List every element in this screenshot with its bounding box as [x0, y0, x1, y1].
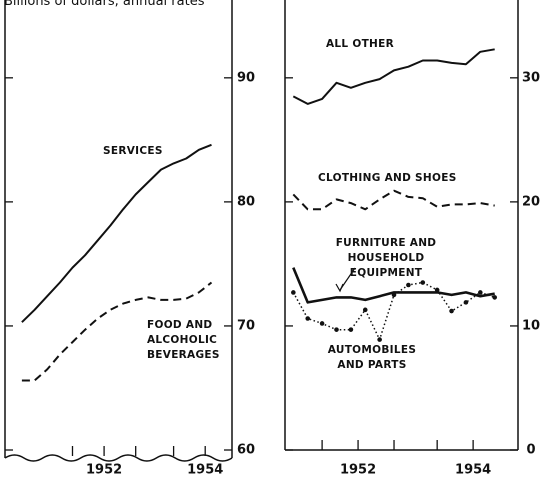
series-line — [292, 189, 495, 211]
y-tick-label: 60 — [237, 443, 255, 458]
arrow-head — [335, 283, 344, 293]
series-marker — [434, 287, 440, 293]
y-tick-label: 80 — [237, 194, 255, 209]
series-marker — [362, 307, 368, 313]
chart-title: Billions of dollars, annual rates — [4, 0, 205, 9]
series-label: SERVICES — [103, 145, 163, 157]
series-label: FURNITURE AND HOUSEHOLD EQUIPMENT — [335, 237, 437, 279]
series-label: CLOTHING AND SHOES — [318, 172, 457, 184]
series-marker — [319, 321, 325, 326]
y-tick-label: 0 — [526, 443, 535, 458]
series-marker — [420, 280, 426, 285]
y-tick-label: 90 — [237, 70, 255, 85]
series-line — [292, 48, 495, 105]
series-line — [292, 267, 495, 304]
series-marker — [478, 290, 483, 295]
series-marker — [463, 300, 469, 305]
series-line — [21, 143, 212, 323]
series-line — [21, 281, 213, 382]
series-label: ALL OTHER — [326, 38, 394, 50]
y-tick-label: 20 — [522, 194, 540, 209]
x-tick-label: 1954 — [187, 463, 223, 478]
x-tick-label: 1952 — [340, 463, 376, 478]
y-tick-label: 70 — [237, 318, 255, 333]
series-marker — [305, 316, 311, 321]
y-tick-label: 10 — [522, 318, 540, 333]
series-line — [292, 281, 495, 341]
series-marker — [348, 327, 354, 332]
series-label: FOOD AND ALCOHOLIC BEVERAGES — [147, 319, 220, 361]
series-marker — [377, 337, 382, 342]
series-marker — [492, 295, 498, 300]
series-marker — [291, 290, 296, 295]
series-marker — [391, 292, 397, 298]
series-marker — [406, 282, 411, 288]
frame-bottom-break — [4, 454, 233, 462]
x-tick-label: 1954 — [455, 463, 491, 478]
series-label: AUTOMOBILES AND PARTS — [327, 344, 417, 371]
y-tick-label: 30 — [522, 70, 540, 85]
x-tick-label: 1952 — [86, 463, 122, 478]
series-marker — [449, 308, 454, 314]
series-marker — [334, 327, 339, 332]
